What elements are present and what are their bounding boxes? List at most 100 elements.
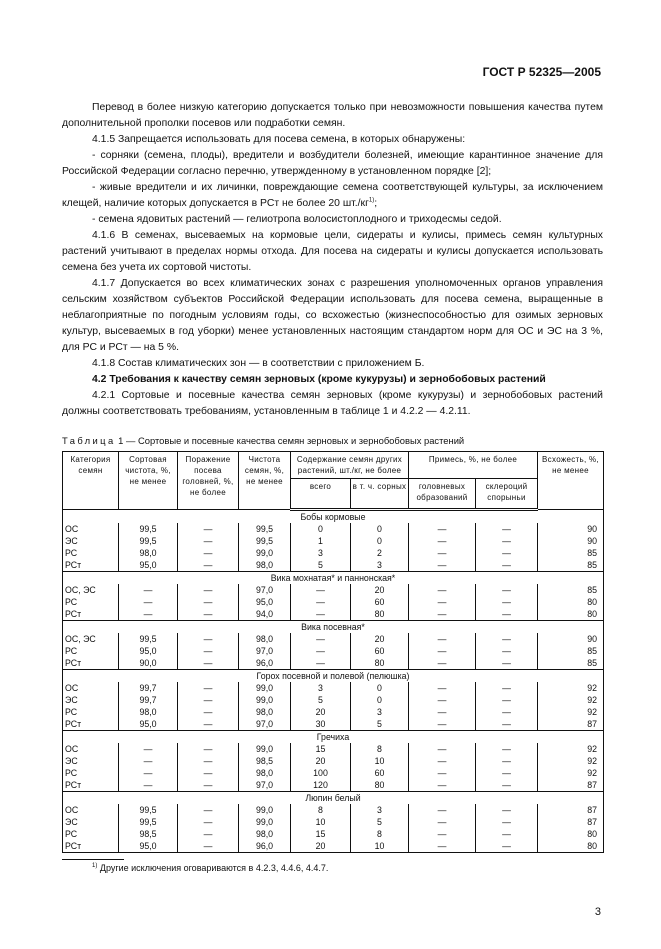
table-row: РС — —95,0—60— —80 [62,596,605,608]
header-smut-infection: Поражение посева головней, %, не более [177,451,239,510]
table-cell: 85 [537,657,605,670]
table-cell: 99,0 [238,816,291,828]
paragraph: 4.2.1 Сортовые и посевные качества семян… [62,388,603,420]
table-cell: 97,0 [238,779,291,792]
table-cell: 87 [537,718,605,731]
table-cell: — [118,779,178,792]
table-cell: 100 [290,767,351,779]
table-cell: — [177,767,239,779]
table-cell: 30 [290,718,351,731]
table-cell: 95,0 [118,840,178,853]
table-section-row: Люпин белый [61,791,605,804]
table-cell: — [408,779,477,792]
paragraph-text: - живые вредители и их личинки, поврежда… [62,182,603,209]
table-cell: РСт [62,779,119,792]
crop-name: Горох посевной и полевой (пелюшка) [61,669,605,682]
table-caption-label: Таблица [62,435,116,446]
table-cell: 80 [537,828,605,840]
paragraph: Перевод в более низкую категорию допуска… [62,100,603,132]
table-cell: 8 [290,804,351,816]
table-cell: 98,0 [118,706,178,718]
table-cell: ОС, ЭС [62,633,119,645]
table-row: ЭС 99,5—99,0 10 5— —87 [62,816,605,828]
table-cell: РСт [62,608,119,621]
table-cell: — [408,584,477,596]
table-row: РС 95,0—97,0—60— —85 [62,645,605,657]
table-cell: 99,5 [118,633,178,645]
table-cell: ЭС [62,755,119,767]
table-cell: 98,5 [238,755,291,767]
table-cell: 97,0 [238,645,291,657]
footnote-mark: 1) [92,863,98,869]
table-row: РС 98,0—99,0 3 2— —85 [62,547,605,559]
table-cell: 95,0 [118,645,178,657]
table-cell: — [408,840,477,853]
table-cell: — [475,828,539,840]
table-cell: 15 [290,743,351,755]
header-other-seeds: Содержание семян других растений, шт./кг… [289,451,410,479]
table-cell: — [177,682,239,694]
table-cell: 99,0 [238,694,291,706]
table-cell: ЭС [62,535,119,547]
table-cell: — [408,645,477,657]
table-cell: 10 [290,816,351,828]
table-section-row: Вика посевная* [61,620,605,633]
table-cell: — [290,584,351,596]
table-row: ОС 99,5—99,0 8 3— —87 [62,804,605,816]
table-cell: 0 [349,523,410,535]
table-cell: — [408,547,477,559]
paragraph: - семена ядовитых растений — гелиотропа … [62,212,603,228]
paragraph-text: Перевод в более низкую категорию допуска… [62,102,603,129]
header-total: всего [290,478,351,511]
table-cell: 3 [349,804,410,816]
table-cell: 80 [349,779,410,792]
table-cell: 3 [290,547,351,559]
table-cell: — [290,608,351,621]
header-seed-purity: Чистота семян, %, не менее [238,451,291,510]
table-cell: 92 [537,755,605,767]
table-cell: — [475,535,539,547]
table-cell: 87 [537,779,605,792]
table-cell: — [177,755,239,767]
table-cell: 90 [537,523,605,535]
table-row: РСт 95,0—97,0 30 5— —87 [62,718,605,731]
table-cell: — [408,596,477,608]
table-cell: 20 [349,584,410,596]
table-cell: — [475,767,539,779]
table-cell: 99,5 [118,816,178,828]
table-cell: — [177,584,239,596]
header-smut-formations: головневых образований [408,478,477,511]
paragraph: 4.1.7 Допускается во всех климатических … [62,276,603,356]
table-cell: 99,5 [238,523,291,535]
header-weeds: в т. ч. сорных [349,478,410,511]
table-cell: 97,0 [238,584,291,596]
table-cell: — [118,596,178,608]
section-heading: 4.2 Требования к качеству семян зерновых… [62,372,603,388]
table-cell: — [408,816,477,828]
paragraph-text: 4.1.6 В семенах, высеваемых на кормовые … [62,230,603,273]
table-cell: — [177,535,239,547]
table-section-row: Бобы кормовые [61,509,605,523]
table-row: РСт — —94,0—80— —80 [62,608,605,621]
footnote-text: Другие исключения оговариваются в 4.2.3,… [97,863,329,873]
table-row: ОС — —99,0 15 8— —92 [62,743,605,755]
table-cell: — [408,535,477,547]
crop-name: Вика посевная* [61,620,605,633]
table-cell: — [408,804,477,816]
table-cell: РСт [62,840,119,853]
table-row: РС 98,5—98,0 15 8— —80 [62,828,605,840]
table-cell: 99,5 [118,523,178,535]
table-row: ЭС 99,5—99,5 1 0— —90 [62,535,605,547]
table-cell: 97,0 [238,718,291,731]
table-cell: ОС [62,682,119,694]
table-cell: 3 [349,706,410,718]
table-cell: 80 [537,596,605,608]
seed-quality-table: Категория семян Сортовая чистота, %, не … [61,451,605,853]
table-cell: — [177,840,239,853]
table-cell: 3 [349,559,410,572]
table-cell: — [475,608,539,621]
table-cell: — [177,779,239,792]
table-cell: ОС [62,743,119,755]
table-cell: — [408,828,477,840]
